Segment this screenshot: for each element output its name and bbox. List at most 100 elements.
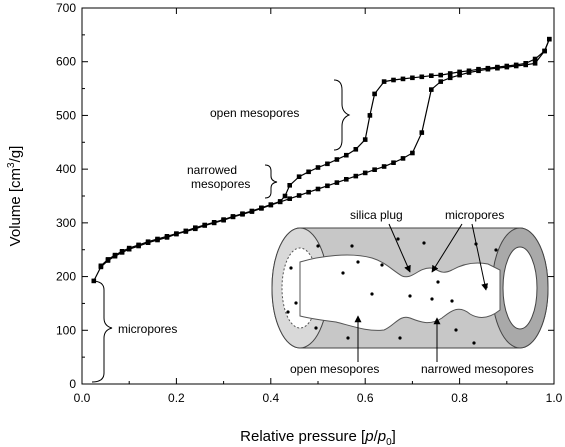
data-point-desorption: [542, 48, 547, 54]
data-point-desorption: [202, 222, 207, 228]
micropore-dot: [430, 297, 434, 301]
y-tick-label: 0: [69, 377, 76, 391]
micropore-dot: [314, 326, 318, 330]
inset-right-opening: [502, 246, 538, 330]
micropore-dot: [494, 248, 498, 252]
data-point-desorption: [513, 62, 519, 68]
pore-inset: [271, 227, 549, 349]
data-point-adsorption: [315, 186, 321, 192]
micropore-dot: [454, 328, 458, 332]
data-point-adsorption: [400, 156, 406, 161]
data-point-desorption: [119, 249, 125, 254]
micropore-dot: [289, 266, 293, 270]
annotation-narrowed-mesopores: narrowed mesopores: [187, 163, 250, 191]
data-point-desorption: [485, 65, 491, 71]
brace-narrowed-mesopores: [264, 164, 278, 199]
data-point-adsorption: [410, 150, 415, 156]
annotation-micropores: micropores: [118, 322, 177, 336]
data-point-desorption: [466, 68, 472, 74]
brace-open-mesopores: [333, 79, 351, 151]
data-point-adsorption: [532, 61, 538, 66]
data-point-adsorption: [438, 79, 443, 84]
micropore-dot: [436, 280, 440, 284]
data-point-desorption: [221, 217, 226, 222]
series-layer: [91, 36, 552, 284]
micropore-dot: [422, 241, 426, 245]
y-tick-label: 200: [56, 270, 76, 284]
micropore-dot: [472, 341, 476, 345]
data-point-adsorption: [362, 170, 368, 176]
y-tick-label: 100: [56, 323, 76, 337]
data-point-desorption: [410, 75, 415, 81]
inset-channel: [299, 254, 501, 331]
data-point-desorption: [105, 257, 111, 262]
data-point-desorption: [296, 174, 302, 179]
micropore-dot: [408, 294, 412, 298]
inset-label-silica-plug: silica plug: [350, 208, 403, 222]
micropore-dot: [346, 336, 350, 340]
brace-micropores: [91, 280, 113, 383]
data-point-desorption: [98, 263, 104, 269]
data-point-desorption: [419, 74, 425, 80]
data-point-desorption: [193, 225, 198, 230]
x-tick-label: 0.0: [74, 391, 91, 405]
data-point-desorption: [315, 165, 321, 170]
x-axis-title: Relative pressure [p/p0]: [240, 428, 396, 447]
micropore-dot: [370, 292, 374, 296]
y-tick-label: 600: [56, 55, 76, 69]
data-point-adsorption: [457, 72, 462, 78]
data-point-desorption: [136, 242, 141, 248]
y-tick-label: 300: [56, 216, 76, 230]
data-point-desorption: [391, 77, 396, 83]
y-tick-label: 500: [56, 108, 76, 122]
arrow-micropores-1: [431, 223, 463, 273]
data-point-adsorption: [419, 130, 425, 135]
micropore-dot: [398, 336, 402, 340]
inset-label-narrowed-mesopores: narrowed mesopores: [421, 362, 534, 376]
data-point-desorption: [381, 79, 387, 84]
x-tick-label: 0.6: [357, 391, 374, 405]
data-point-desorption: [287, 183, 292, 188]
data-point-desorption: [230, 214, 236, 219]
micropore-dot: [396, 237, 400, 241]
x-tick-label: 0.8: [451, 391, 468, 405]
x-tick-label: 0.2: [168, 391, 185, 405]
micropore-dot: [341, 271, 345, 275]
data-point-desorption: [183, 228, 189, 234]
data-point-desorption: [367, 113, 373, 118]
data-point-desorption: [155, 236, 160, 242]
data-point-desorption: [126, 245, 132, 251]
data-point-desorption: [174, 231, 179, 236]
arrow-micropores-2: [471, 223, 489, 291]
data-point-desorption: [268, 202, 274, 207]
data-point-adsorption: [391, 160, 396, 165]
x-tick-label: 1.0: [546, 391, 563, 405]
data-point-desorption: [112, 252, 118, 258]
y-axis-ticks: 0 100 200 300 400 500 600 700: [56, 1, 554, 391]
data-point-desorption: [476, 66, 481, 72]
data-point-desorption: [429, 73, 434, 78]
data-point-desorption: [400, 76, 406, 82]
data-point-desorption: [532, 56, 538, 62]
data-point-desorption: [344, 152, 349, 158]
data-point-adsorption: [325, 183, 330, 189]
data-point-desorption: [145, 239, 151, 244]
data-point-adsorption: [344, 177, 349, 182]
data-point-desorption: [240, 211, 245, 216]
data-point-desorption: [362, 137, 368, 142]
y-tick-label: 400: [56, 162, 76, 176]
series-line-desorption: [100, 38, 550, 267]
x-axis-ticks: 0.0 0.2 0.4 0.6 0.8 1.0: [74, 8, 563, 405]
micropore-dot: [380, 263, 384, 267]
y-axis-title: Volume [cm3/g]: [6, 146, 24, 247]
inset-label-open-mesopores: open mesopores: [290, 362, 379, 376]
data-point-desorption: [372, 91, 377, 97]
data-point-adsorption: [296, 193, 302, 198]
data-point-desorption: [438, 72, 443, 78]
data-point-desorption: [277, 199, 283, 204]
micropore-dot: [294, 301, 298, 305]
data-point-desorption: [249, 208, 255, 214]
data-point-adsorption: [447, 75, 453, 81]
data-point-desorption: [353, 147, 359, 152]
